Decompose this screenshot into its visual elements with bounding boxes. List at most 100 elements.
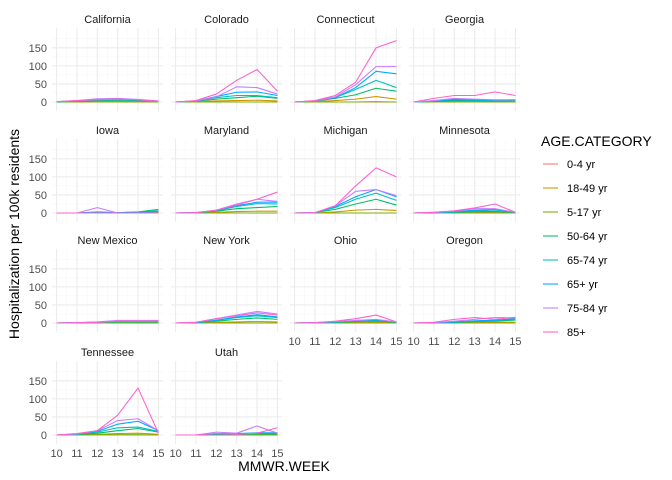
- x-tick-label: 12: [210, 448, 222, 460]
- series-line-85: [413, 91, 516, 103]
- legend-title: AGE.CATEGORY: [541, 133, 652, 149]
- legend-label: 65+ yr: [567, 279, 598, 291]
- facet-strip-label: Tennessee: [81, 347, 134, 359]
- x-tick-label: 15: [271, 448, 283, 460]
- y-tick-label: 100: [29, 394, 47, 406]
- series-line-85: [294, 314, 397, 324]
- legend-label: 0-4 yr: [567, 159, 595, 171]
- x-tick-label: 15: [390, 336, 402, 348]
- series-line-85: [56, 387, 159, 436]
- legend-item-5-17-yr: 5-17 yr: [543, 207, 602, 219]
- facet-strip-label: New Mexico: [78, 235, 138, 247]
- legend-label: 50-64 yr: [567, 231, 608, 243]
- x-tick-label: 12: [329, 336, 341, 348]
- facet-panel-utah: Utah 10 11 12 13 14 15: [169, 347, 283, 460]
- legend-item-50-64-yr: 50-64 yr: [543, 231, 608, 243]
- y-tick-label: 0: [41, 97, 47, 109]
- facet-strip-label: Georgia: [445, 14, 485, 26]
- legend-label: 75-84 yr: [567, 303, 608, 315]
- series-line-85: [175, 68, 278, 103]
- y-tick-label: 50: [35, 190, 47, 202]
- y-tick-label: 50: [35, 412, 47, 424]
- series-line-85: [294, 40, 397, 103]
- facet-strip-label: Minnesota: [439, 125, 491, 137]
- legend: AGE.CATEGORY 0-4 yr 18-49 yr 5-17 yr 50-64 …: [541, 133, 652, 339]
- x-tick-label: 11: [428, 336, 439, 348]
- y-tick-label: 150: [29, 264, 47, 276]
- facet-panel-connecticut: Connecticut: [290, 14, 401, 111]
- legend-item-18-49-yr: 18-49 yr: [543, 183, 608, 195]
- x-tick-label: 13: [231, 448, 243, 460]
- facet-panel-iowa: Iowa 0 50 100 150: [29, 125, 163, 222]
- y-axis-title: Hospitalization per 100k residents: [6, 129, 22, 339]
- x-axis-title: MMWR.WEEK: [238, 458, 330, 474]
- x-tick-label: 14: [132, 448, 144, 460]
- legend-label: 5-17 yr: [567, 207, 602, 219]
- x-tick-label: 14: [251, 448, 263, 460]
- x-tick-label: 10: [407, 336, 419, 348]
- legend-item-0-4-yr: 0-4 yr: [543, 159, 595, 171]
- facet-panel-minnesota: Minnesota: [409, 125, 520, 222]
- y-tick-label: 150: [29, 154, 47, 166]
- series-line-85: [294, 167, 397, 214]
- y-tick-label: 150: [29, 43, 47, 55]
- facet-panel-tennessee: Tennessee 0 50 100 150 10 11 12 13 14 15: [29, 347, 165, 460]
- x-tick-label: 12: [91, 448, 103, 460]
- facet-strip-label: Oregon: [446, 235, 483, 247]
- y-tick-label: 150: [29, 376, 47, 388]
- legend-item-75-84-yr: 75-84 yr: [543, 303, 608, 315]
- x-tick-label: 10: [50, 448, 62, 460]
- series-line-85: [175, 427, 278, 436]
- x-tick-label: 10: [169, 448, 181, 460]
- series-line-85: [175, 191, 278, 214]
- facet-panel-oregon: Oregon 10 11 12 13 14 15: [407, 235, 521, 348]
- y-tick-label: 100: [29, 172, 47, 184]
- facet-strip-label: California: [84, 14, 131, 26]
- y-tick-label: 50: [35, 79, 47, 91]
- series-line-85: [175, 312, 278, 324]
- x-tick-label: 14: [489, 336, 501, 348]
- facet-panel-maryland: Maryland: [171, 125, 282, 222]
- x-tick-label: 15: [509, 336, 521, 348]
- facet-panel-georgia: Georgia: [409, 14, 520, 111]
- facet-strip-label: New York: [203, 235, 250, 247]
- legend-item-65-74-yr: 65-74 yr: [543, 255, 608, 267]
- facet-panel-colorado: Colorado: [171, 14, 282, 111]
- facet-panel-new-york: New York: [171, 235, 282, 332]
- x-tick-label: 12: [448, 336, 460, 348]
- x-tick-label: 13: [112, 448, 124, 460]
- y-tick-label: 50: [35, 300, 47, 312]
- x-tick-label: 15: [152, 448, 164, 460]
- facet-strip-label: Maryland: [204, 125, 249, 137]
- facet-strip-label: Colorado: [204, 14, 249, 26]
- y-tick-label: 100: [29, 61, 47, 73]
- legend-label: 18-49 yr: [567, 183, 608, 195]
- legend-label: 85+: [567, 327, 586, 339]
- x-tick-label: 13: [350, 336, 362, 348]
- y-tick-label: 0: [41, 430, 47, 442]
- x-tick-label: 10: [288, 336, 300, 348]
- legend-label: 65-74 yr: [567, 255, 608, 267]
- y-tick-label: 0: [41, 208, 47, 220]
- x-tick-label: 14: [370, 336, 382, 348]
- facet-panel-california: California 0 50 100 150: [29, 14, 163, 111]
- facet-panel-new-mexico: New Mexico 0 50 100 150: [29, 235, 163, 332]
- legend-item-85: 85+: [543, 327, 586, 339]
- series-line-85: [413, 203, 516, 214]
- x-tick-label: 13: [469, 336, 481, 348]
- facet-strip-label: Connecticut: [316, 14, 374, 26]
- series-line-85: [413, 316, 516, 324]
- legend-item-65-yr: 65+ yr: [543, 279, 598, 291]
- facet-strip-label: Ohio: [334, 235, 357, 247]
- x-tick-label: 11: [190, 448, 201, 460]
- facet-strip-label: Iowa: [96, 125, 120, 137]
- series-line-75-84-yr: [413, 97, 516, 103]
- facet-strip-label: Utah: [215, 347, 238, 359]
- x-tick-label: 11: [71, 448, 82, 460]
- series-line-85: [56, 98, 159, 103]
- facet-panel-michigan: Michigan: [290, 125, 401, 222]
- facet-strip-label: Michigan: [323, 125, 367, 137]
- y-tick-label: 0: [41, 318, 47, 330]
